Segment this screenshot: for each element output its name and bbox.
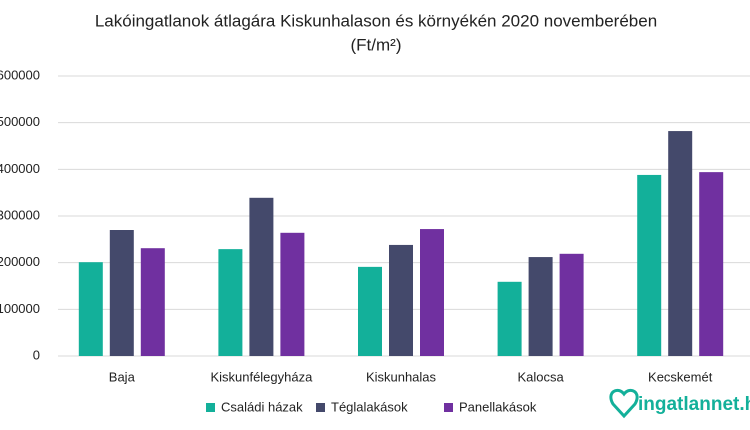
bar [358,266,382,356]
bar [109,230,134,356]
y-tick-label: 200000 [0,254,40,269]
x-tick-label: Baja [109,369,136,384]
y-tick-label: 300000 [0,207,40,222]
bar [218,249,243,356]
logo: ingatlannet.hu [638,394,750,415]
legend-label: Panellakások [459,399,537,414]
y-tick-label: 100000 [0,301,40,316]
x-tick-label: Kiskunhalas [366,369,437,384]
bar [637,174,662,356]
logo-icon [609,388,639,419]
bar [389,244,413,356]
y-tick-label: 400000 [0,161,40,176]
y-tick-label: 600000 [0,67,40,82]
bar [559,253,584,356]
bar [668,131,693,356]
legend-swatch [206,403,215,412]
legend-label: Téglalakások [331,399,408,414]
legend-swatch [316,403,325,412]
legend-label: Családi házak [221,399,303,414]
chart-title: Lakóingatlanok átlagára Kiskunhalason és… [95,11,657,30]
bar [497,281,522,356]
y-tick-label: 0 [33,347,40,362]
bar [528,257,553,356]
bar [78,262,103,356]
x-tick-label: Kecskemét [648,369,713,384]
bar [249,197,274,356]
bar [699,172,724,356]
bar [420,229,444,356]
x-tick-label: Kalocsa [517,369,564,384]
legend-swatch [444,403,453,412]
x-tick-label: Kiskunfélegyháza [210,369,313,384]
chart-subtitle: (Ft/m²) [351,35,402,54]
bar [280,232,305,356]
y-tick-label: 500000 [0,114,40,129]
bar [140,248,165,356]
